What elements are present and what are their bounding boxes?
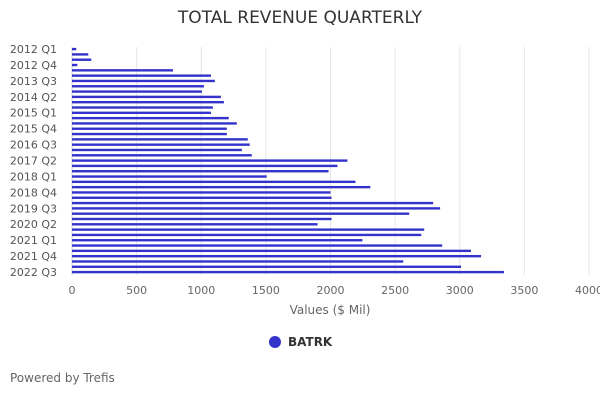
y-tick-label: 2018 Q1 — [10, 170, 57, 183]
bar — [72, 170, 329, 173]
bar — [72, 207, 441, 210]
bar — [72, 185, 371, 189]
bar — [72, 270, 504, 274]
x-tick-label: 3500 — [510, 284, 538, 297]
x-tick-label: 0 — [69, 284, 76, 297]
y-tick-label: 2014 Q2 — [10, 91, 57, 104]
y-tick-label: 2013 Q3 — [10, 75, 57, 88]
x-tick-label: 2500 — [381, 284, 409, 297]
bar — [72, 138, 248, 141]
bar — [72, 228, 425, 231]
bar — [72, 223, 318, 226]
bar — [72, 180, 356, 184]
bar — [72, 233, 422, 237]
y-tick-label: 2018 Q4 — [10, 186, 57, 199]
bar — [72, 47, 77, 51]
x-tick-label: 1500 — [252, 284, 280, 297]
x-tick-label: 2000 — [317, 284, 345, 297]
y-tick-label: 2015 Q4 — [10, 123, 57, 136]
bar — [72, 164, 338, 168]
bar — [72, 249, 471, 253]
bar — [72, 159, 348, 162]
legend-marker — [269, 336, 281, 348]
y-tick-label: 2015 Q1 — [10, 107, 57, 120]
x-tick-label: 3000 — [446, 284, 474, 297]
y-tick-label: 2017 Q2 — [10, 155, 57, 168]
bar — [72, 58, 92, 61]
bar — [72, 100, 224, 104]
chart-title: TOTAL REVENUE QUARTERLY — [177, 8, 423, 28]
bar — [72, 132, 227, 136]
x-axis-label: Values ($ Mil) — [290, 303, 371, 317]
bar — [72, 196, 332, 199]
bar — [72, 212, 410, 215]
y-tick-label: 2022 Q3 — [10, 266, 57, 279]
bar — [72, 116, 229, 120]
bar — [72, 244, 443, 247]
bar — [72, 175, 267, 178]
bar — [72, 63, 78, 67]
bar — [72, 143, 250, 146]
y-tick-label: 2012 Q1 — [10, 43, 57, 56]
x-tick-label: 500 — [126, 284, 147, 297]
legend-label: BATRK — [288, 335, 333, 349]
bar — [72, 239, 363, 242]
bar — [72, 111, 211, 115]
bar — [72, 265, 462, 268]
y-tick-label: 2019 Q3 — [10, 202, 57, 215]
bar — [72, 122, 237, 125]
bar — [72, 217, 332, 221]
powered-by-credit[interactable]: Powered by Trefis — [10, 371, 115, 385]
bar — [72, 260, 404, 263]
x-tick-label: 1000 — [187, 284, 215, 297]
bar — [72, 95, 221, 99]
bar — [72, 148, 242, 152]
legend[interactable]: BATRK — [269, 335, 332, 349]
bar — [72, 154, 252, 157]
bar — [72, 74, 211, 77]
bar — [72, 127, 227, 130]
bar — [72, 191, 331, 194]
y-tick-label: 2016 Q3 — [10, 139, 57, 152]
y-tick-label: 2021 Q4 — [10, 250, 57, 263]
bar — [72, 254, 482, 258]
bar — [72, 85, 204, 88]
bar — [72, 69, 173, 72]
y-tick-label: 2021 Q1 — [10, 234, 57, 247]
bar — [72, 53, 89, 56]
bar — [72, 106, 213, 109]
x-tick-label: 4000 — [575, 284, 600, 297]
bar — [72, 79, 215, 83]
bar — [72, 201, 434, 205]
y-tick-label: 2012 Q4 — [10, 59, 57, 72]
y-tick-label: 2020 Q2 — [10, 218, 57, 231]
bar — [72, 90, 202, 93]
